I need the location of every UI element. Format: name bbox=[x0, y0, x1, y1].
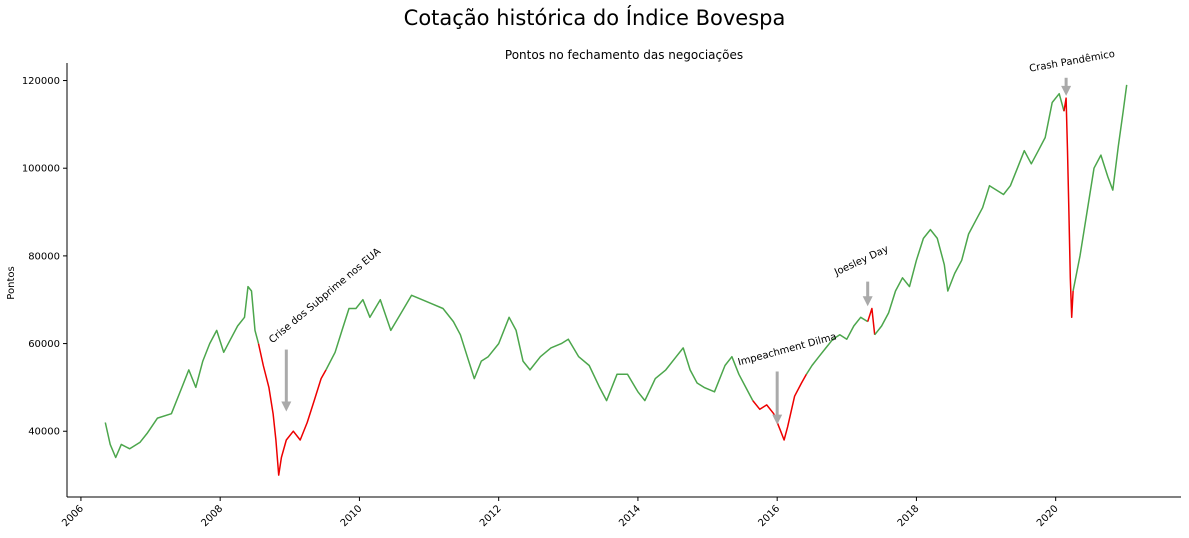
x-tick-label: 2020 bbox=[1035, 503, 1061, 529]
crisis-line-segment bbox=[752, 373, 808, 441]
crisis-line-segment bbox=[257, 343, 327, 476]
annotation-label: Joesley Day bbox=[832, 244, 890, 279]
x-tick-label: 2010 bbox=[339, 503, 365, 529]
x-tick-label: 2014 bbox=[617, 503, 643, 529]
index-line-segment bbox=[325, 294, 754, 402]
index-line-segment bbox=[874, 92, 1065, 336]
annotation-arrow-head bbox=[772, 414, 783, 425]
x-tick-label: 2016 bbox=[757, 503, 783, 529]
y-tick-label: 120000 bbox=[22, 76, 60, 87]
y-tick-label: 60000 bbox=[28, 339, 60, 350]
chart-title: Cotação histórica do Índice Bovespa bbox=[403, 6, 786, 30]
x-tick-label: 2012 bbox=[478, 503, 504, 529]
index-line-segment bbox=[104, 285, 260, 459]
annotations: Crise dos Subprime nos EUA Impeachment Di… bbox=[267, 48, 1116, 425]
x-tick-label: 2018 bbox=[896, 503, 922, 529]
y-tick-label: 40000 bbox=[28, 427, 60, 438]
annotation-label: Crise dos Subprime nos EUA bbox=[267, 246, 383, 346]
crisis-line-segment bbox=[1063, 97, 1074, 319]
x-tick-label: 2008 bbox=[200, 503, 226, 529]
index-line-segment bbox=[1072, 84, 1128, 292]
annotation-arrow-head bbox=[1061, 85, 1072, 96]
crisis-line-segment bbox=[866, 307, 876, 335]
y-tick-label: 100000 bbox=[22, 164, 60, 175]
annotation-label: Crash Pandêmico bbox=[1028, 48, 1115, 75]
series-lines bbox=[104, 84, 1128, 476]
y-axis-label: Pontos bbox=[6, 266, 17, 299]
index-line-segment bbox=[805, 316, 869, 375]
x-tick-label: 2006 bbox=[60, 503, 86, 529]
y-ticks: 40000 60000 80000 100000 120000 bbox=[22, 76, 67, 438]
annotation-label: Impeachment Dilma bbox=[737, 331, 838, 368]
y-tick-label: 80000 bbox=[28, 251, 60, 262]
annotation-arrow-head bbox=[862, 296, 873, 307]
chart-subtitle: Pontos no fechamento das negociações bbox=[505, 48, 743, 62]
x-ticks: 2006 2008 2010 2012 2014 2016 2018 2020 bbox=[60, 497, 1061, 529]
annotation-arrow-head bbox=[281, 401, 292, 412]
